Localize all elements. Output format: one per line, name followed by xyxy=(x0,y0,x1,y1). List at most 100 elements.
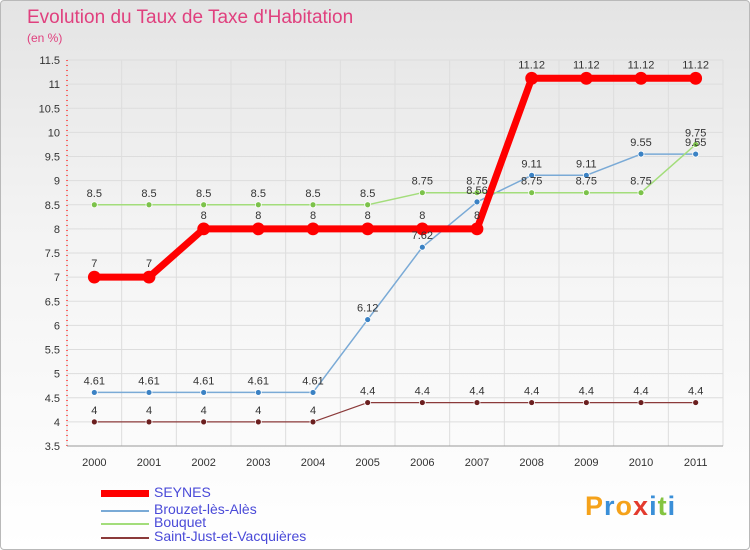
data-point-bouquet xyxy=(309,201,317,209)
x-tick-label: 2010 xyxy=(629,457,653,469)
logo-letter: P xyxy=(585,491,605,521)
data-label-saint-just-et-vacqui-res: 4.4 xyxy=(688,386,703,398)
logo-letter: x xyxy=(633,491,650,521)
axes: 3.5 4 4.5 5 5.5 6 6.5 7 7.5 8 8.5 9 9.5 10 10.5 11 11.5 2… xyxy=(39,55,723,469)
data-point-bouquet xyxy=(90,201,98,209)
series-line-bouquet xyxy=(93,143,697,206)
data-label-brouzet-l-s-al-s: 4.61 xyxy=(248,375,269,387)
grid-lines xyxy=(66,59,724,447)
y-tick-label: 9 xyxy=(54,176,60,188)
legend-swatch-brouzet xyxy=(101,510,149,512)
data-label-seynes: 8 xyxy=(201,210,207,222)
data-point-saint-just-et-vacqui-res xyxy=(418,399,426,406)
data-label-bouquet: 9.75 xyxy=(685,127,706,139)
data-point-seynes xyxy=(634,71,648,85)
data-point-saint-just-et-vacqui-res xyxy=(473,399,481,406)
data-label-seynes: 8 xyxy=(365,210,371,222)
logo-letter: t xyxy=(657,491,668,521)
data-label-saint-just-et-vacqui-res: 4 xyxy=(201,405,207,417)
legend-label-bouquet: Bouquet xyxy=(154,514,207,530)
logo-letter: r xyxy=(604,491,616,521)
data-point-bouquet xyxy=(364,201,372,209)
data-label-bouquet: 8.75 xyxy=(630,176,651,188)
series-line-brouzet-l-s-al-s xyxy=(93,153,697,394)
unit-label: (en %) xyxy=(27,31,63,45)
data-label-seynes: 8 xyxy=(310,210,316,222)
data-label-seynes: 8 xyxy=(474,210,480,222)
y-tick-label: 8 xyxy=(54,224,60,236)
chart-title: Evolution du Taux de Taxe d'Habitation xyxy=(27,7,354,28)
y-tick-label: 5 xyxy=(54,369,60,381)
data-point-saint-just-et-vacqui-res xyxy=(692,399,700,406)
data-label-brouzet-l-s-al-s: 8.56 xyxy=(466,185,487,197)
data-label-seynes: 11.12 xyxy=(682,59,709,71)
data-label-seynes: 7 xyxy=(146,258,152,270)
data-label-seynes: 7 xyxy=(91,258,97,270)
y-tick-label: 3.5 xyxy=(45,441,60,453)
data-label-saint-just-et-vacqui-res: 4 xyxy=(146,405,152,417)
data-point-bouquet xyxy=(692,141,700,148)
series-layer xyxy=(87,71,703,426)
data-label-brouzet-l-s-al-s: 6.12 xyxy=(357,303,378,315)
data-point-brouzet-l-s-al-s xyxy=(528,171,536,179)
data-point-saint-just-et-vacqui-res xyxy=(582,399,590,406)
logo-letter: o xyxy=(615,491,634,521)
x-tick-label: 2003 xyxy=(246,457,270,469)
x-tick-label: 2005 xyxy=(355,457,379,469)
y-tick-label: 4.5 xyxy=(45,393,60,405)
series-line-seynes xyxy=(90,74,700,281)
y-tick-label: 7 xyxy=(54,272,60,284)
data-label-brouzet-l-s-al-s: 4.61 xyxy=(138,375,159,387)
data-label-brouzet-l-s-al-s: 4.61 xyxy=(193,375,214,387)
data-point-brouzet-l-s-al-s xyxy=(364,316,372,323)
y-tick-label: 9.5 xyxy=(45,152,60,164)
data-point-seynes xyxy=(689,71,703,85)
data-point-bouquet xyxy=(145,201,153,209)
x-tick-label: 2007 xyxy=(465,457,489,469)
data-label-seynes: 11.12 xyxy=(628,59,655,71)
y-tick-label: 5.5 xyxy=(45,345,60,357)
y-tick-label: 6 xyxy=(54,320,60,332)
data-label-bouquet: 8.5 xyxy=(87,188,102,200)
data-point-bouquet xyxy=(418,189,426,197)
data-label-bouquet: 8.5 xyxy=(251,188,266,200)
data-point-seynes xyxy=(361,222,375,236)
data-point-brouzet-l-s-al-s xyxy=(692,150,700,158)
data-point-saint-just-et-vacqui-res xyxy=(90,418,98,426)
data-label-bouquet: 8.75 xyxy=(521,176,542,188)
data-point-bouquet xyxy=(582,189,590,197)
data-point-seynes xyxy=(197,222,211,236)
x-tick-label: 2011 xyxy=(684,457,708,469)
data-label-seynes: 11.12 xyxy=(518,59,545,71)
y-tick-label: 11.5 xyxy=(39,55,60,67)
x-tick-label: 2008 xyxy=(519,457,543,469)
data-point-brouzet-l-s-al-s xyxy=(200,389,208,396)
legend-label-saint-just: Saint-Just-et-Vacquières xyxy=(154,528,307,544)
legend-swatch-seynes xyxy=(101,490,149,497)
data-point-bouquet xyxy=(473,189,481,197)
data-label-bouquet: 8.75 xyxy=(576,176,597,188)
data-label-brouzet-l-s-al-s: 7.62 xyxy=(412,230,433,242)
data-label-seynes: 8 xyxy=(255,210,261,222)
data-label-saint-just-et-vacqui-res: 4 xyxy=(91,405,97,417)
x-tick-label: 2000 xyxy=(82,457,106,469)
data-label-saint-just-et-vacqui-res: 4.4 xyxy=(469,386,484,398)
data-point-brouzet-l-s-al-s xyxy=(582,171,590,179)
data-label-bouquet: 8.5 xyxy=(141,188,156,200)
logo-letter: i xyxy=(667,491,677,521)
x-tick-label: 2002 xyxy=(191,457,215,469)
data-point-seynes xyxy=(470,222,484,236)
data-label-saint-just-et-vacqui-res: 4 xyxy=(255,405,261,417)
data-point-saint-just-et-vacqui-res xyxy=(364,399,372,406)
data-point-brouzet-l-s-al-s xyxy=(90,389,98,396)
data-point-seynes xyxy=(142,270,156,284)
y-tick-label: 11 xyxy=(49,79,60,91)
data-label-brouzet-l-s-al-s: 9.11 xyxy=(576,158,597,170)
data-label-saint-just-et-vacqui-res: 4 xyxy=(310,405,316,417)
data-point-brouzet-l-s-al-s xyxy=(473,198,481,206)
data-point-seynes xyxy=(251,222,265,236)
data-label-saint-just-et-vacqui-res: 4.4 xyxy=(633,386,648,398)
y-tick-label: 7.5 xyxy=(45,248,60,260)
